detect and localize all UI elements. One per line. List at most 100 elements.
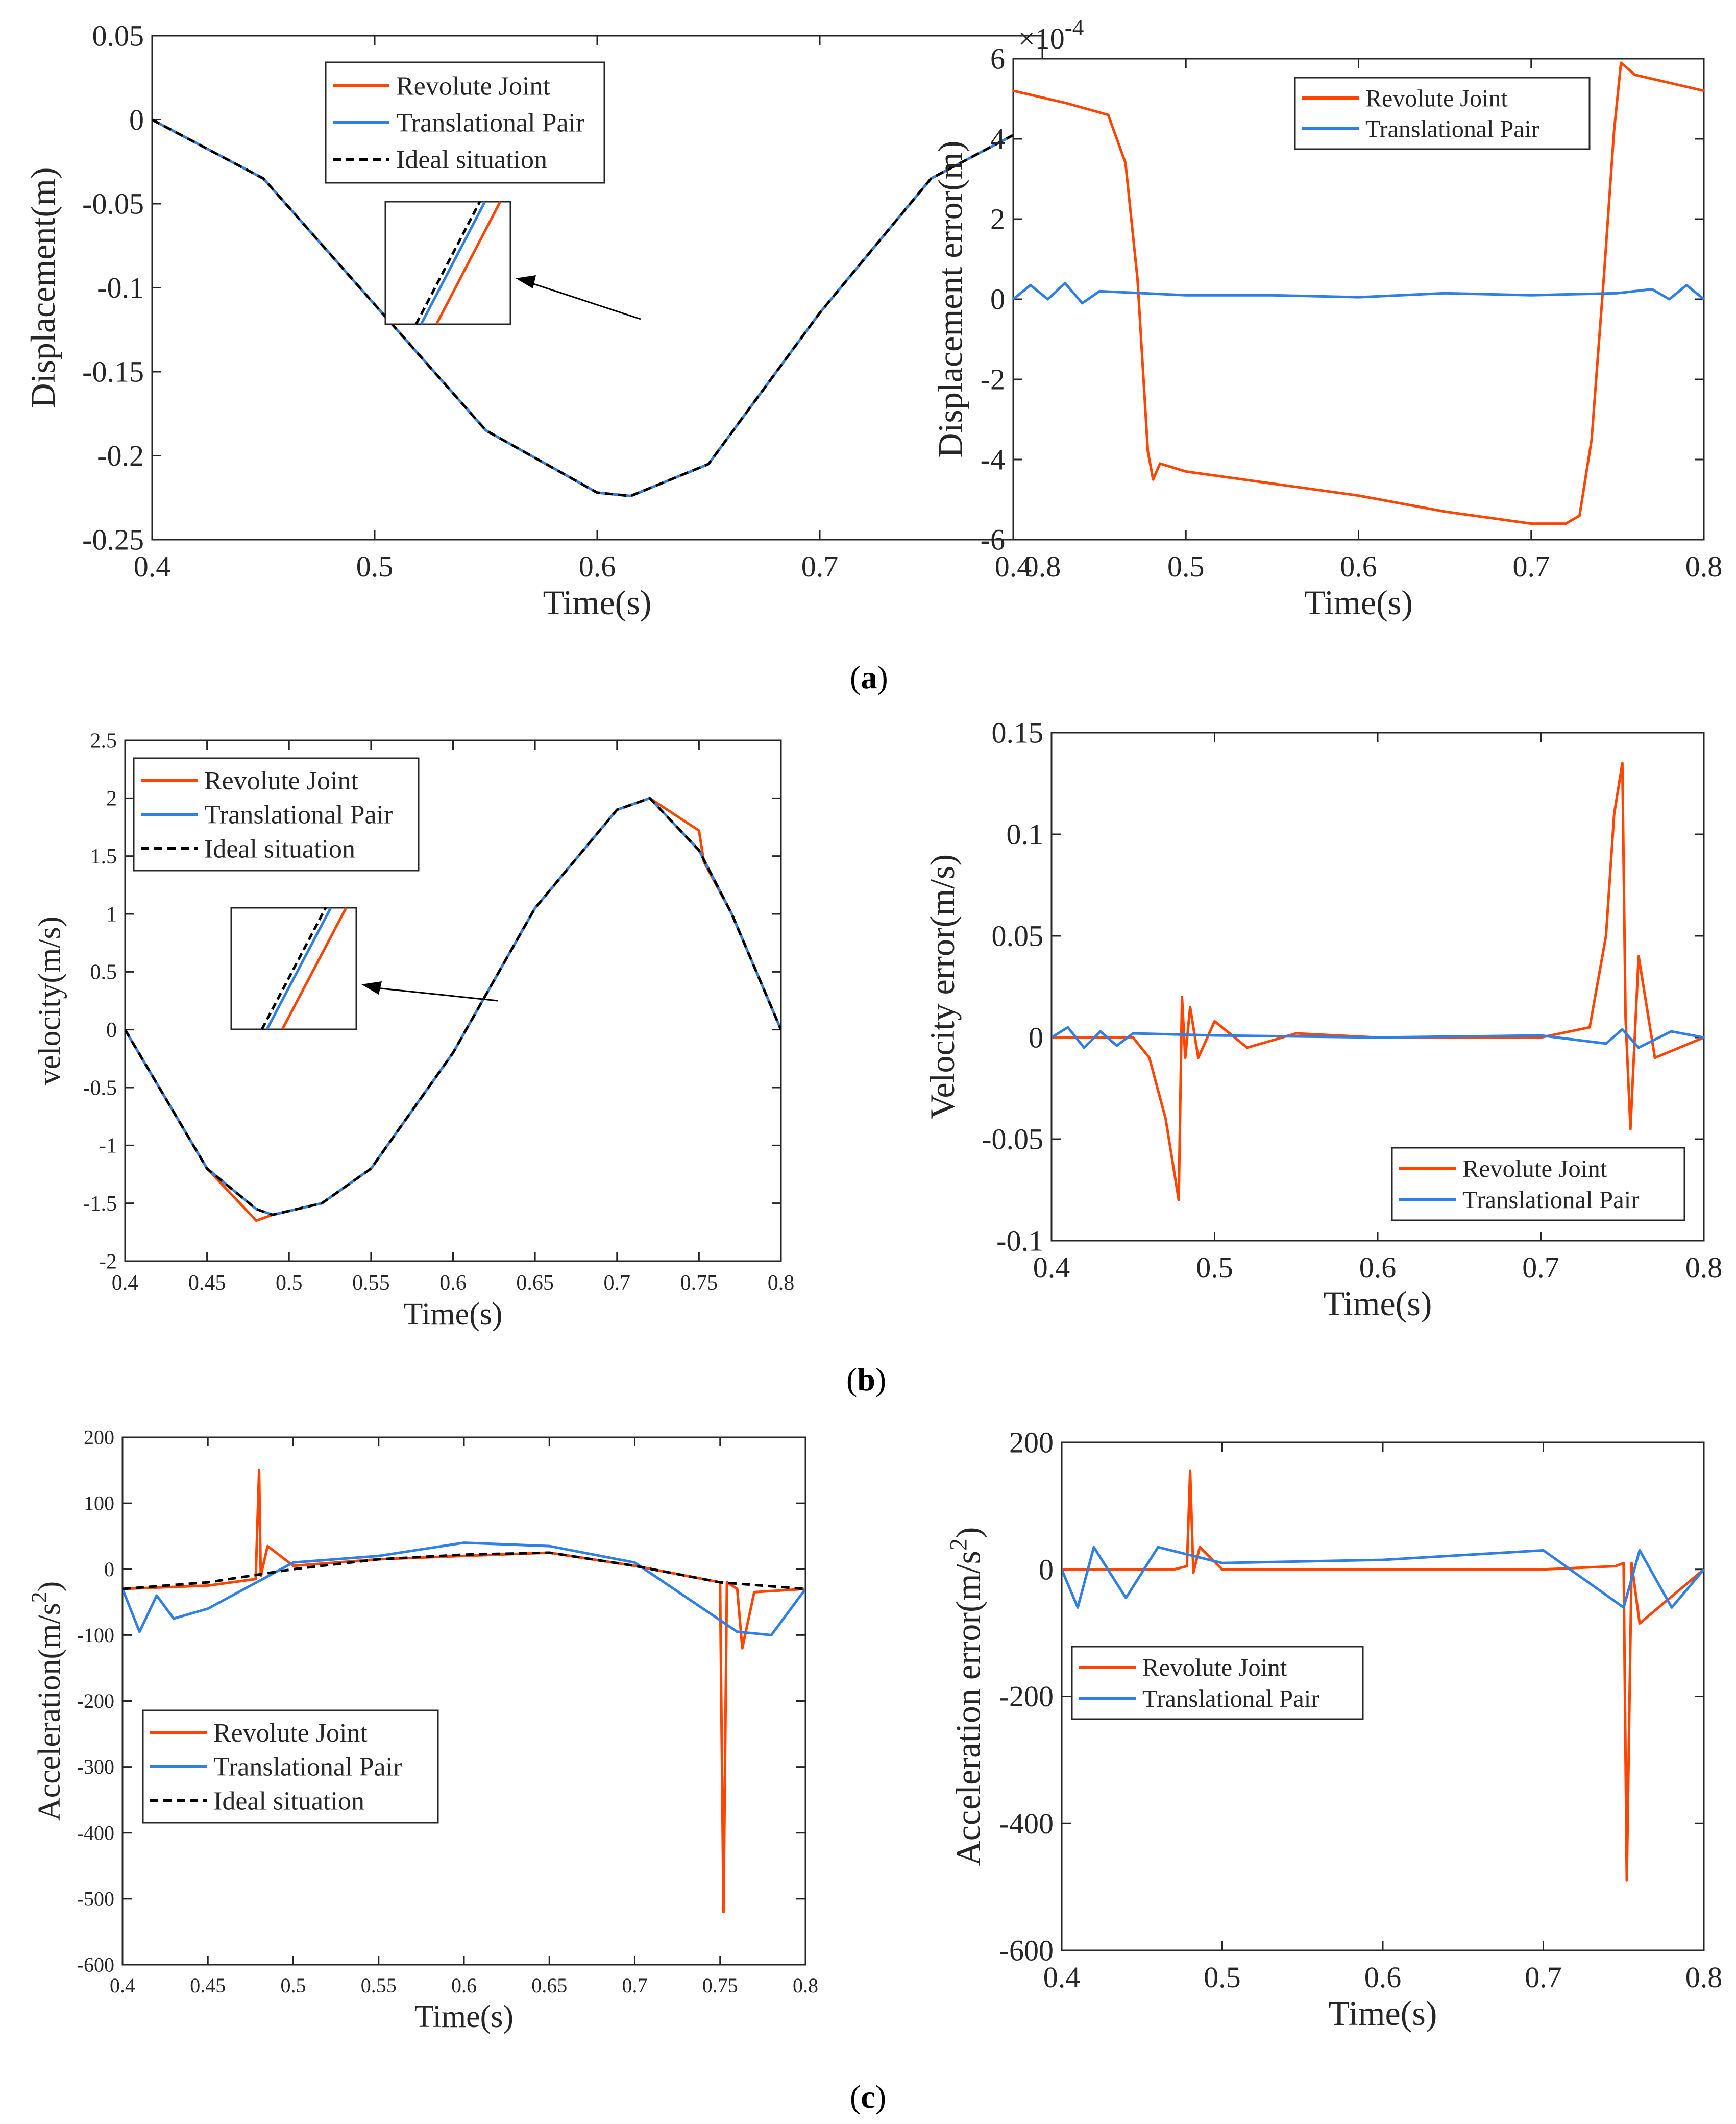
y-tick-label: 0.05 xyxy=(92,19,144,53)
series-line-translational-pair xyxy=(123,1541,805,1636)
y-axis-label-close: ) xyxy=(32,1581,67,1592)
series-line-ideal-situation xyxy=(123,1551,805,1590)
y-tick-label: 2 xyxy=(990,203,1005,236)
y-tick-label: -400 xyxy=(999,1807,1054,1840)
x-tick-label: 0.6 xyxy=(451,1974,477,1997)
x-tick-label: 0.8 xyxy=(1685,550,1723,583)
y-tick-label: 6 xyxy=(990,42,1005,76)
y-axis-label-superscript: 2 xyxy=(945,1538,972,1551)
inset-arrow-head xyxy=(361,981,382,995)
y-tick-label: -600 xyxy=(77,1953,114,1976)
series-line-translational-pair xyxy=(1062,1546,1704,1609)
legend-label: Translational Pair xyxy=(1462,1186,1640,1214)
y-tick-label: 2 xyxy=(106,787,117,811)
x-tick-label: 0.45 xyxy=(190,1974,226,1997)
inset-line-translational xyxy=(265,907,332,1030)
legend-label: Ideal situation xyxy=(396,146,547,175)
x-tick-label: 0.65 xyxy=(516,1271,554,1295)
x-axis-label: Time(s) xyxy=(1304,583,1413,622)
legend-label: Revolute Joint xyxy=(1462,1155,1607,1182)
y-tick-label: -2 xyxy=(981,363,1005,396)
y-axis-label-close: ) xyxy=(948,1527,987,1539)
x-tick-label: 0.4 xyxy=(1043,1961,1081,1994)
x-tick-label: 0.4 xyxy=(112,1271,139,1295)
series-line-translational-pair xyxy=(1052,1026,1704,1049)
x-tick-label: 0.6 xyxy=(1340,550,1377,583)
y-tick-label: 2.5 xyxy=(90,729,117,753)
series-line-translational-pair xyxy=(1013,282,1704,305)
x-tick-label: 0.6 xyxy=(579,550,616,583)
legend-label: Ideal situation xyxy=(204,834,355,863)
legend-label: Translational Pair xyxy=(396,109,584,138)
inset-arrow-line xyxy=(525,280,641,320)
x-tick-label: 0.8 xyxy=(1024,550,1061,583)
y-tick-label: 0 xyxy=(106,1019,117,1042)
y-tick-label: 0 xyxy=(104,1558,114,1581)
x-tick-label: 0.8 xyxy=(1685,1961,1723,1994)
y-tick-label: -0.05 xyxy=(982,1123,1043,1156)
y-axis-label: Displacement(m) xyxy=(23,167,62,408)
legend-label: Revolute Joint xyxy=(396,72,550,101)
series-line-revolute-joint xyxy=(1013,61,1704,525)
inset-line-revolute xyxy=(281,907,348,1030)
x-axis-label: Time(s) xyxy=(1324,1284,1432,1323)
y-tick-label: 100 xyxy=(84,1492,114,1515)
legend-label: Translational Pair xyxy=(1142,1685,1319,1712)
y-axis-label: Displacement error(m) xyxy=(931,140,970,457)
chart-c-left: 0.4 0.45 0.5 0.55 0.6 0.65 0.7 0.75 0.8 200 100 0 -1… xyxy=(27,1426,818,2034)
x-tick-label: 0.8 xyxy=(1685,1251,1723,1284)
y-tick-label: -500 xyxy=(77,1887,114,1910)
y-tick-label: -4 xyxy=(981,443,1005,476)
y-tick-label: -0.1 xyxy=(996,1224,1043,1258)
x-tick-label: 0.5 xyxy=(281,1974,306,1997)
legend: Revolute Joint Translational Pair Ideal si… xyxy=(142,1709,439,1824)
y-tick-label: 0 xyxy=(1039,1553,1054,1586)
plot-area xyxy=(123,1469,805,1914)
plot-area xyxy=(1062,1469,1704,1882)
x-tick-label: 0.7 xyxy=(1513,550,1550,583)
series-line-ideal-situation xyxy=(125,796,781,1216)
legend-box xyxy=(1391,1147,1685,1221)
inset-line-ideal xyxy=(260,907,327,1030)
y-tick-label: -2 xyxy=(99,1250,117,1273)
inset-line-translational xyxy=(420,201,486,325)
x-tick-label: 0.55 xyxy=(352,1271,390,1295)
legend-label: Translational Pair xyxy=(1365,115,1539,142)
x-tick-label: 0.5 xyxy=(276,1271,303,1295)
panel-label-b: (b) xyxy=(846,1361,887,1397)
x-tick-label: 0.65 xyxy=(531,1974,567,1997)
inset-line-revolute xyxy=(435,201,502,325)
y-tick-label: 0 xyxy=(990,283,1005,316)
legend: Revolute Joint Translational Pair xyxy=(1071,1646,1364,1720)
x-tick-label: 0.4 xyxy=(1033,1251,1070,1284)
x-tick-label: 0.6 xyxy=(1364,1961,1402,1994)
x-tick-label: 0.4 xyxy=(995,550,1032,583)
panel-label-a: (a) xyxy=(850,659,888,695)
y-tick-label: -200 xyxy=(999,1680,1054,1713)
y-tick-label: -100 xyxy=(77,1624,114,1647)
y-tick-label: -0.1 xyxy=(97,271,144,304)
x-axis-label: Time(s) xyxy=(403,1297,502,1332)
plot-area xyxy=(1052,762,1704,1201)
y-tick-label: -300 xyxy=(77,1755,114,1778)
legend: Revolute Joint Translational Pair Ideal si… xyxy=(325,61,605,184)
x-tick-label: 0.7 xyxy=(801,550,839,583)
inset-line-ideal xyxy=(414,201,481,325)
x-tick-label: 0.8 xyxy=(793,1974,818,1997)
y-tick-label: -1 xyxy=(99,1135,117,1158)
legend-label: Revolute Joint xyxy=(213,1719,368,1748)
y-tick-label: -1.5 xyxy=(83,1192,117,1216)
x-axis-label: Time(s) xyxy=(543,583,652,622)
y-tick-label: -0.2 xyxy=(97,439,144,472)
x-tick-label: 0.7 xyxy=(622,1974,648,1997)
x-tick-label: 0.5 xyxy=(1196,1251,1233,1284)
y-tick-label: 200 xyxy=(1009,1426,1054,1459)
x-tick-label: 0.55 xyxy=(361,1974,397,1997)
y-axis-label: Acceleration error(m/s2) xyxy=(945,1527,987,1866)
legend: Revolute Joint Translational Pair xyxy=(1294,77,1591,150)
chart-c-right: 0.4 0.5 0.6 0.7 0.8 200 0 -200 -400 -600 Time(s) Ac… xyxy=(945,1426,1722,2033)
x-tick-label: 0.5 xyxy=(356,550,394,583)
x-tick-label: 0.5 xyxy=(1167,550,1205,583)
y-tick-label: 1.5 xyxy=(90,845,117,868)
